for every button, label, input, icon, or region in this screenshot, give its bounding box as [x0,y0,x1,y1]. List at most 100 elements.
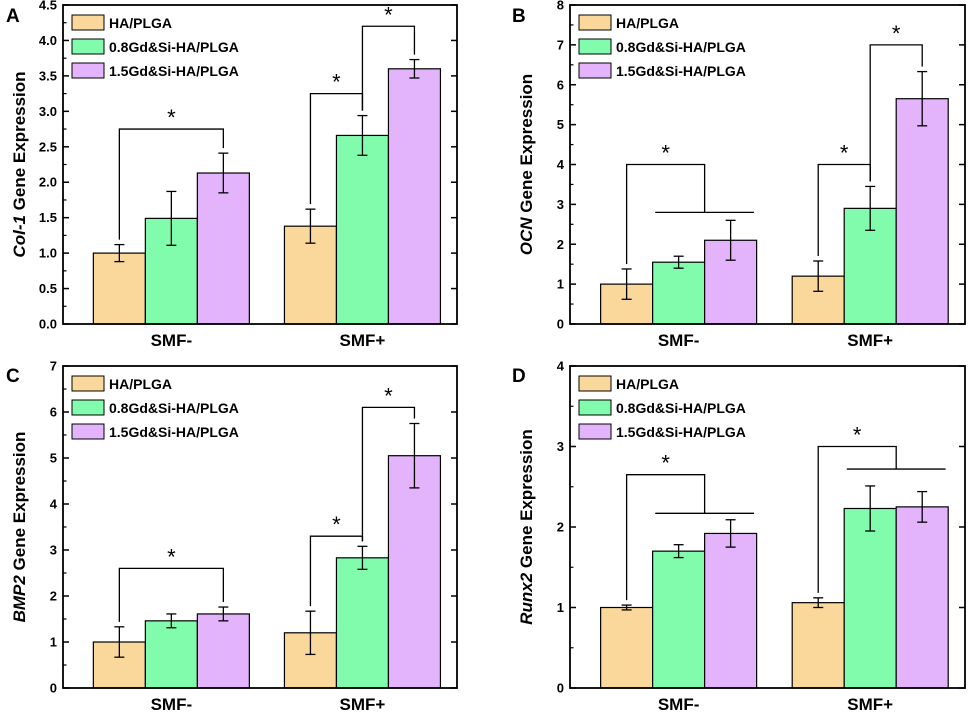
sig-bracket [361,25,416,111]
y-axis-label-gene: Runx2 [517,572,536,625]
legend-swatch [71,38,105,55]
legend-swatch [71,62,105,79]
panel-letter: A [6,6,20,27]
panel-a: A 0.0 0.5 1.0 1.5 2.0 2.5 3.0 3.5 4.0 4.5 Col-1 Gen… [6,0,458,350]
y-tick-label: 1 [557,600,564,615]
legend-swatch [578,38,612,55]
sig-bracket [817,445,897,593]
y-tick-label: 3 [557,197,564,212]
bar [791,602,845,689]
y-tick-label: 0.5 [39,281,57,296]
sig-star: * [167,105,176,130]
panel-letter: C [6,366,20,387]
bar [843,507,897,689]
x-category-label: SMF- [151,695,193,714]
legend-label: HA/PLGA [109,15,172,31]
bar [895,98,949,325]
legend-swatch [578,14,612,31]
y-tick-label: 4 [557,157,565,172]
y-tick-label: 2.5 [39,139,57,154]
panel-letter: D [512,366,526,387]
legend: HA/PLGA 0.8Gd&Si-HA/PLGA 1.5Gd&Si-HA/PLGA [71,14,239,79]
sig-star: * [167,544,176,569]
panel-c: C 0 1 2 3 4 5 6 7 BMP2 Gene Expression * * * SMF- SMF+… [6,359,458,714]
bar [895,506,949,689]
y-axis-label-text: Gene Expression [517,74,536,218]
x-category-label: SMF- [151,331,193,350]
legend-label: 0.8Gd&Si-HA/PLGA [616,400,746,416]
y-tick-label: 1 [50,635,57,650]
bar [387,455,442,689]
y-tick-label: 0.0 [39,317,57,332]
legend-swatch [71,14,105,31]
legend-label: HA/PLGA [616,376,679,392]
y-tick-label: 6 [557,77,564,92]
sig-bracket [361,406,416,542]
panel-letter: B [512,6,526,27]
y-tick-label: 0 [50,681,57,696]
legend-label: 1.5Gd&Si-HA/PLGA [616,424,746,440]
sig-star: * [661,451,670,476]
y-axis-label: OCN Gene Expression [517,74,536,255]
legend-swatch [578,375,612,392]
y-tick-label: 7 [557,37,564,52]
legend: HA/PLGA 0.8Gd&Si-HA/PLGA 1.5Gd&Si-HA/PLGA [578,375,746,440]
bar [652,550,706,689]
y-axis-label-gene: BMP2 [10,575,29,623]
panel-b: B 0 1 2 3 4 5 6 7 8 OCN Gene Expression * * * SMF- SMF+… [512,0,966,350]
plot-frame [62,365,458,689]
panel-d: D 0 1 2 3 4 Runx2 Gene Expression * * SMF- SMF+ HA/… [512,359,966,714]
x-category-label: SMF- [658,695,700,714]
legend-label: 0.8Gd&Si-HA/PLGA [109,400,239,416]
legend-label: 0.8Gd&Si-HA/PLGA [616,39,746,55]
sig-star: * [384,383,393,408]
y-tick-label: 2 [557,520,564,535]
bar [92,252,146,325]
legend-label: 1.5Gd&Si-HA/PLGA [616,63,746,79]
bar [196,172,250,325]
y-tick-label: 6 [50,405,57,420]
legend-label: 1.5Gd&Si-HA/PLGA [109,424,239,440]
y-tick-label: 2 [557,237,564,252]
x-category-label: SMF+ [340,695,386,714]
plot-frame [569,4,966,325]
legend: HA/PLGA 0.8Gd&Si-HA/PLGA 1.5Gd&Si-HA/PLGA [71,375,239,440]
bar [335,134,390,325]
y-tick-label: 3 [50,543,57,558]
bar [387,68,442,325]
legend-label: 1.5Gd&Si-HA/PLGA [109,63,239,79]
sig-star: * [332,70,341,95]
x-category-label: SMF+ [847,695,893,714]
x-category-label: SMF+ [847,331,893,350]
sig-star: * [384,2,393,27]
bar [196,613,250,689]
legend-swatch [71,399,105,416]
y-tick-label: 4 [50,497,58,512]
y-axis-label-gene: OCN [517,217,536,256]
y-tick-label: 8 [557,0,564,13]
y-axis-label: Col-1 Gene Expression [10,71,29,257]
y-axis-label-text: Gene Expression [10,71,29,215]
sig-bracket [625,474,706,601]
y-tick-label: 1.0 [39,246,57,261]
legend-label: HA/PLGA [616,15,679,31]
y-tick-label: 2 [50,589,57,604]
legend: HA/PLGA 0.8Gd&Si-HA/PLGA 1.5Gd&Si-HA/PLGA [578,14,746,79]
x-category-label: SMF- [658,331,700,350]
legend-label: 0.8Gd&Si-HA/PLGA [109,39,239,55]
y-axis-label: BMP2 Gene Expression [10,432,29,623]
y-tick-label: 3.5 [39,68,57,83]
y-axis-label-gene: Col-1 [10,215,29,258]
plot-frame [62,4,458,325]
y-tick-label: 2.0 [39,175,57,190]
y-tick-label: 7 [50,359,57,374]
bar [600,606,654,689]
y-tick-label: 0 [557,681,564,696]
bar [652,261,706,325]
sig-star: * [853,423,862,448]
y-tick-label: 5 [50,451,57,466]
y-tick-label: 3.0 [39,104,57,119]
legend-swatch [71,375,105,392]
y-tick-label: 3 [557,439,564,454]
